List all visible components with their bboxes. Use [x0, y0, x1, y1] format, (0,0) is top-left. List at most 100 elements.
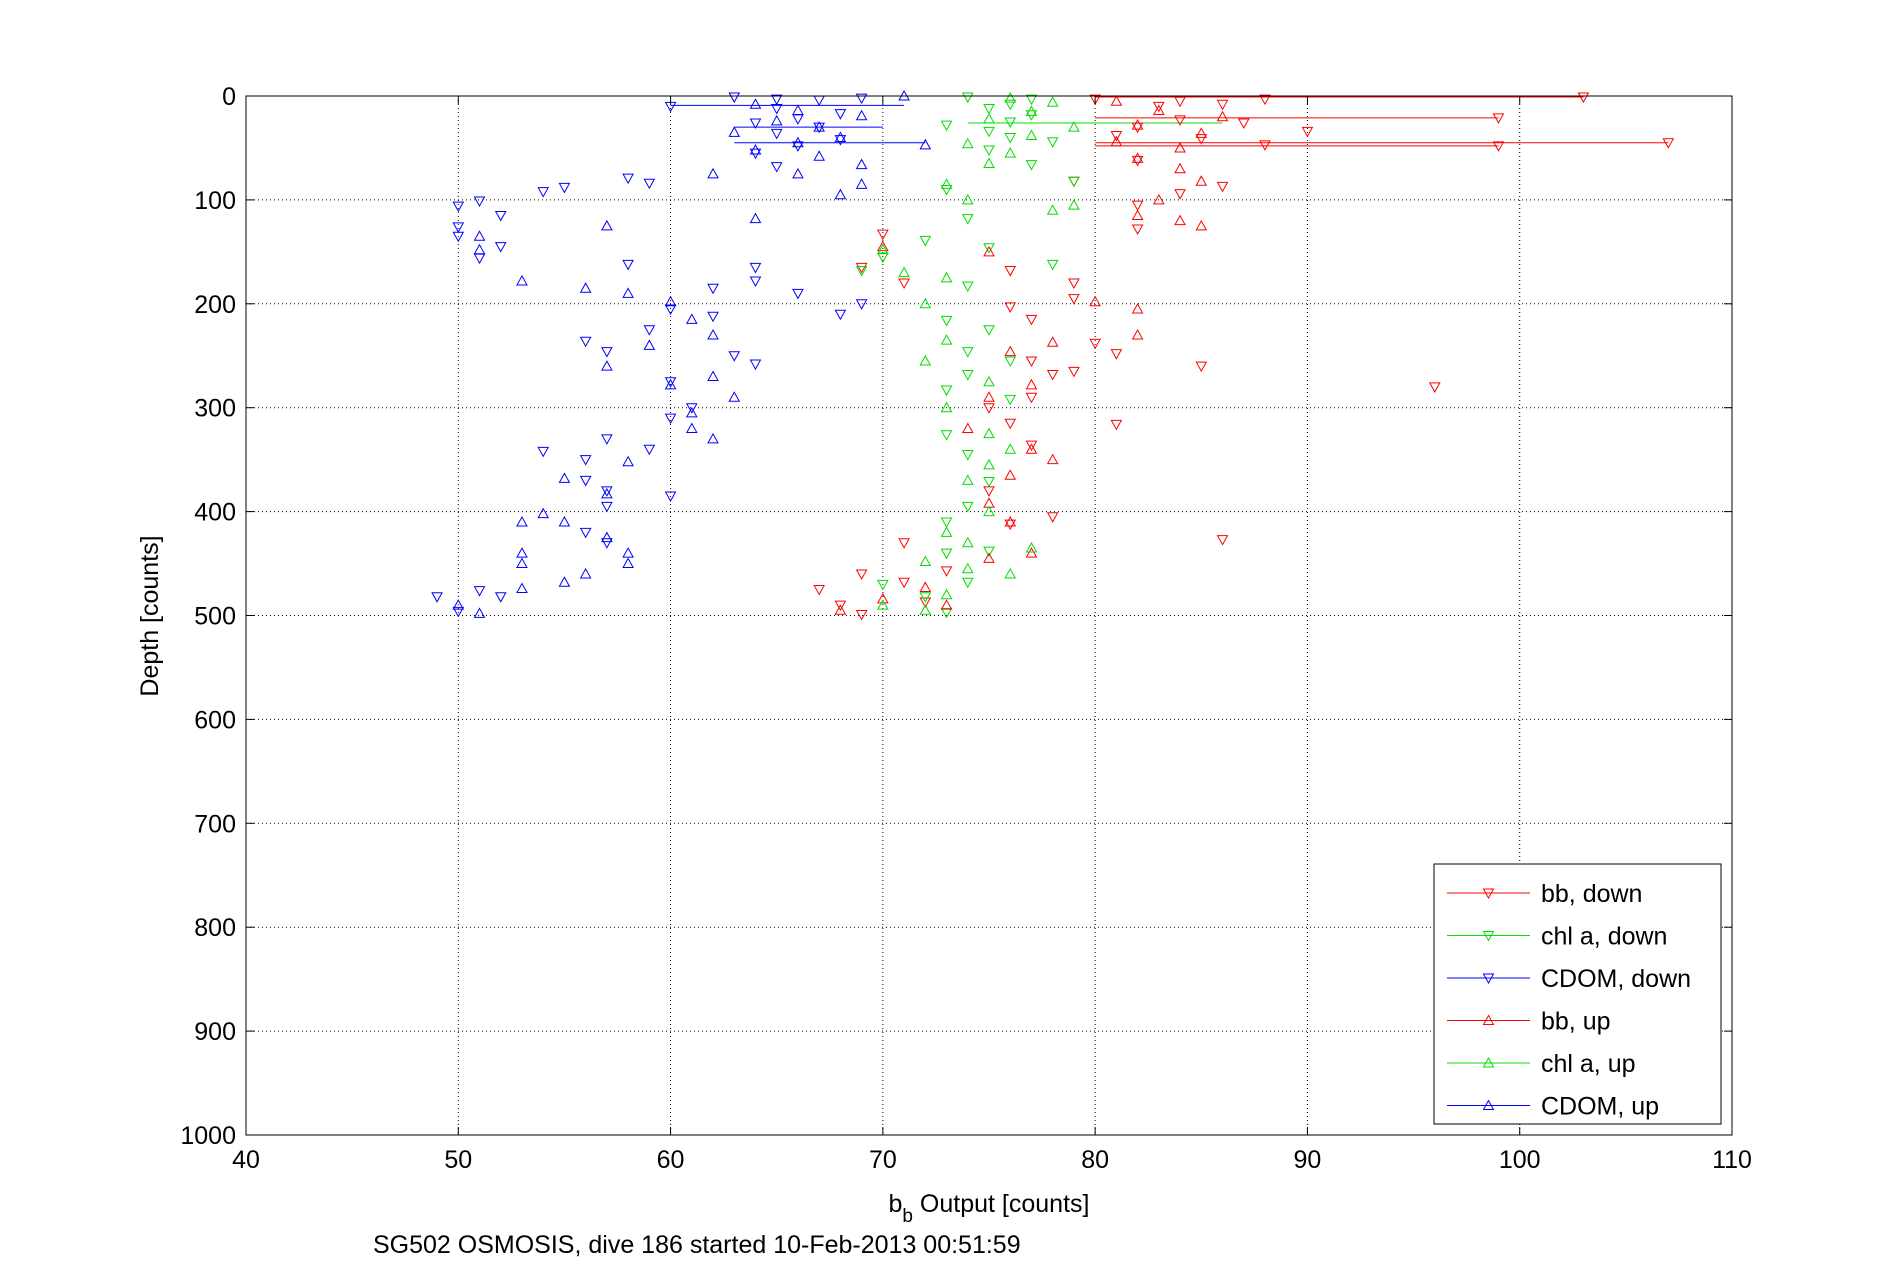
data-point	[1004, 133, 1017, 144]
data-point	[813, 121, 826, 132]
legend-items: bb, down chl a, down CDOM, down bb, up chl a…	[1447, 880, 1691, 1121]
data-point	[452, 606, 465, 618]
data-point	[1174, 162, 1186, 174]
data-point	[537, 507, 550, 519]
data-point	[1004, 443, 1017, 454]
legend-entry: chl a, down	[1447, 923, 1667, 951]
data-point	[1025, 541, 1038, 553]
x-tick-label: 100	[1499, 1146, 1541, 1174]
data-point	[792, 104, 804, 116]
data-point	[919, 597, 932, 609]
data-point	[940, 548, 953, 560]
data-point	[792, 288, 804, 300]
data-point	[643, 339, 656, 350]
data-point	[983, 427, 995, 439]
data-point	[877, 240, 889, 252]
data-point	[770, 114, 783, 126]
data-point	[877, 579, 889, 591]
data-point	[601, 531, 613, 543]
series-chl-a-down	[855, 92, 1080, 619]
legend-label: chl a, down	[1541, 923, 1667, 951]
legend-entry: CDOM, up	[1447, 1093, 1659, 1121]
data-point	[1110, 130, 1123, 142]
data-point	[983, 245, 995, 257]
data-point	[1216, 99, 1229, 111]
data-point	[622, 259, 634, 271]
legend-marker	[1482, 1014, 1495, 1025]
data-point	[855, 299, 868, 310]
data-point	[1428, 382, 1441, 393]
data-point	[1025, 440, 1038, 452]
data-point	[961, 422, 974, 433]
data-point	[919, 235, 932, 247]
data-point	[707, 311, 719, 323]
data-point	[1068, 294, 1080, 305]
data-point	[749, 98, 762, 109]
legend-label: bb, down	[1541, 880, 1642, 908]
data-point	[877, 592, 889, 604]
data-point	[1025, 94, 1038, 106]
data-point	[558, 182, 571, 194]
data-point	[1025, 314, 1038, 326]
data-point	[1025, 105, 1038, 117]
data-point	[579, 527, 592, 539]
x-axis-ticks: 40 50 60 70 80 90 100 110	[232, 96, 1752, 1174]
data-point	[622, 557, 634, 569]
data-point	[834, 135, 847, 146]
data-point	[728, 92, 741, 104]
data-point	[834, 109, 847, 120]
data-point	[1492, 113, 1505, 124]
data-point	[707, 167, 719, 179]
data-point	[940, 401, 953, 413]
data-point	[898, 577, 910, 589]
data-point	[961, 214, 974, 225]
y-tick-label: 700	[194, 810, 236, 838]
data-point	[1025, 443, 1038, 454]
data-point	[601, 486, 613, 497]
data-point	[1004, 515, 1017, 527]
data-point	[1577, 92, 1590, 104]
legend-marker	[1482, 973, 1495, 985]
data-point	[770, 162, 783, 173]
data-point	[749, 276, 762, 287]
data-point	[1004, 302, 1017, 313]
legend-entry: bb, down	[1447, 880, 1642, 908]
y-tick-label: 200	[194, 291, 236, 319]
legend-entry: chl a, up	[1447, 1050, 1636, 1078]
data-point	[1004, 394, 1017, 406]
data-point	[961, 474, 974, 485]
data-point	[749, 359, 762, 371]
data-point	[579, 455, 592, 466]
data-point	[728, 126, 741, 137]
data-point	[1195, 219, 1208, 231]
data-point	[983, 458, 995, 470]
data-point	[983, 112, 995, 124]
data-point	[707, 328, 719, 340]
y-tick-label: 800	[194, 914, 236, 942]
legend-marker	[1482, 931, 1495, 942]
data-point	[1046, 453, 1059, 465]
data-point	[919, 555, 932, 566]
data-point	[1068, 121, 1080, 132]
data-point	[1004, 117, 1017, 129]
data-point	[919, 138, 932, 150]
data-point	[1046, 204, 1059, 215]
data-point	[855, 262, 868, 274]
y-axis-ticks: 0 100 200 300 400 500 600 700 800 900 1000	[180, 83, 1732, 1150]
data-point	[537, 446, 550, 458]
data-point	[452, 599, 465, 610]
data-point	[940, 517, 953, 529]
data-point	[855, 569, 868, 580]
data-point	[877, 252, 889, 264]
data-point	[473, 230, 486, 241]
data-point	[664, 377, 677, 388]
data-point	[1068, 278, 1080, 290]
data-point	[940, 526, 953, 537]
data-point	[1068, 199, 1080, 210]
data-point	[961, 92, 974, 104]
legend-marker	[1482, 888, 1495, 900]
data-point	[1004, 92, 1017, 103]
data-point	[707, 370, 719, 382]
data-point	[834, 309, 847, 321]
data-point	[558, 576, 571, 587]
